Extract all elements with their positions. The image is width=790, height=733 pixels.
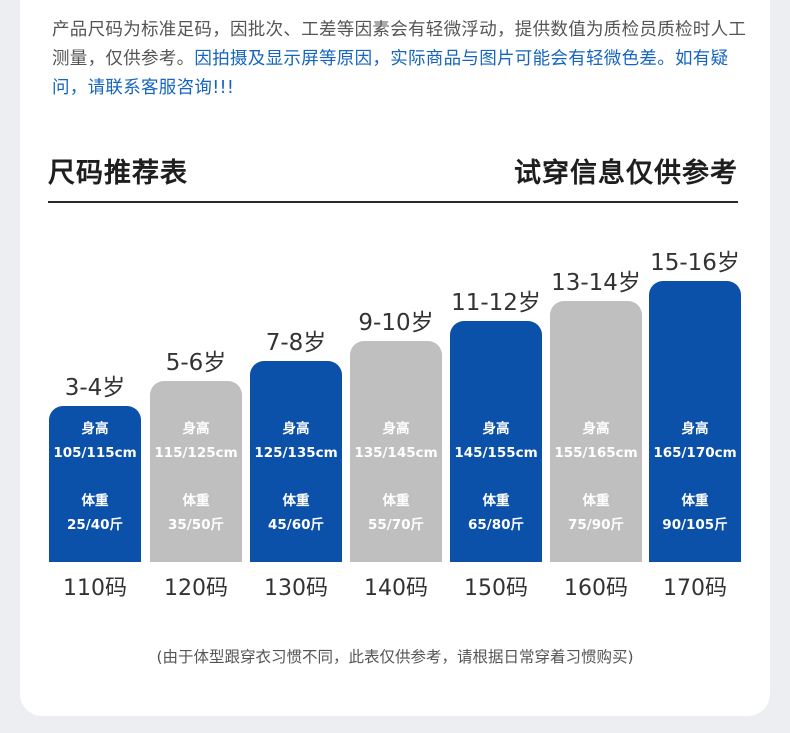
weight-value: 25/40斤	[66, 517, 123, 533]
size-bar	[49, 406, 141, 562]
weight-label: 体重	[81, 493, 109, 509]
age-label: 13-14岁	[551, 270, 641, 296]
height-label: 身高	[182, 421, 210, 437]
weight-label: 体重	[681, 493, 709, 509]
height-value: 145/155cm	[454, 445, 538, 461]
height-label: 身高	[382, 421, 410, 437]
weight-value: 35/50斤	[167, 517, 224, 533]
height-value: 165/170cm	[653, 445, 737, 461]
age-label: 5-6岁	[165, 350, 227, 376]
height-value: 135/145cm	[354, 445, 438, 461]
weight-label: 体重	[182, 493, 210, 509]
weight-value: 90/105斤	[662, 517, 728, 533]
size-bar	[150, 381, 242, 562]
size-bar	[350, 341, 442, 562]
height-value: 105/115cm	[53, 445, 137, 461]
size-footnote: (由于体型跟穿衣习惯不同，此表仅供参考，请根据日常穿着习惯购买)	[156, 648, 634, 666]
size-code: 120码	[164, 576, 228, 601]
weight-label: 体重	[482, 493, 510, 509]
height-label: 身高	[482, 421, 510, 437]
weight-label: 体重	[382, 493, 410, 509]
fitting-info-title: 试穿信息仅供参考	[514, 158, 738, 189]
weight-value: 45/60斤	[267, 517, 324, 533]
age-label: 3-4岁	[64, 375, 126, 401]
height-label: 身高	[681, 421, 709, 437]
height-value: 155/165cm	[554, 445, 638, 461]
size-bar	[550, 301, 642, 562]
size-code: 140码	[364, 576, 428, 601]
size-notice: 产品尺码为标准足码，因批次、工差等因素会有轻微浮动，提供数值为质检员质检时人工测…	[52, 16, 752, 103]
header-divider	[48, 201, 738, 203]
height-value: 125/135cm	[254, 445, 338, 461]
size-bar	[649, 281, 741, 562]
weight-value: 75/90斤	[567, 517, 624, 533]
size-code: 150码	[464, 576, 528, 601]
weight-value: 55/70斤	[367, 517, 424, 533]
age-label: 7-8岁	[265, 330, 327, 356]
height-value: 115/125cm	[154, 445, 238, 461]
age-label: 15-16岁	[650, 250, 740, 276]
size-code: 160码	[564, 576, 628, 601]
size-bar	[250, 361, 342, 562]
age-label: 11-12岁	[451, 290, 541, 316]
size-code: 170码	[663, 576, 727, 601]
size-code: 110码	[63, 576, 127, 601]
notice-blue-text: 因拍摄及显示屏等原因，实际商品与图片可能会有轻微色差。如有疑问，请联系客服咨询!…	[52, 49, 729, 98]
size-chart-title: 尺码推荐表	[48, 158, 188, 189]
size-code: 130码	[264, 576, 328, 601]
age-label: 9-10岁	[358, 310, 434, 336]
height-label: 身高	[81, 421, 109, 437]
weight-value: 65/80斤	[467, 517, 524, 533]
size-bar	[450, 321, 542, 562]
height-label: 身高	[282, 421, 310, 437]
notice-grey-text: 产品尺码为标准足码，因批次、工差等因素会有轻微浮动，提供数值为质检员质检时人工测…	[52, 20, 747, 69]
height-label: 身高	[582, 421, 610, 437]
weight-label: 体重	[282, 493, 310, 509]
weight-label: 体重	[582, 493, 610, 509]
